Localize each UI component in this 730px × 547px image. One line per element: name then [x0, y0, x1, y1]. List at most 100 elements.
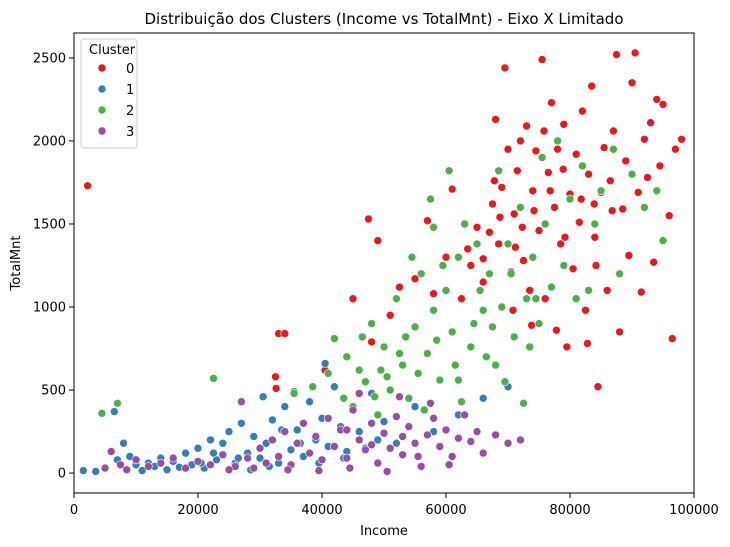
data-point-cluster-3: [454, 433, 463, 443]
data-point-cluster-3: [429, 413, 438, 423]
legend-marker-cluster-2: [97, 105, 107, 115]
data-point-cluster-2: [450, 360, 460, 370]
data-point-cluster-3: [116, 460, 125, 470]
data-point-cluster-2: [361, 377, 370, 387]
data-point-cluster-0: [271, 384, 281, 393]
data-point-cluster-1: [91, 467, 100, 476]
data-point-cluster-0: [560, 233, 570, 242]
legend-marker-cluster-1: [97, 84, 107, 94]
data-point-cluster-3: [398, 432, 407, 441]
data-point-cluster-3: [503, 438, 513, 448]
data-point-cluster-0: [522, 121, 531, 131]
data-point-cluster-1: [193, 443, 203, 453]
data-point-cluster-0: [612, 50, 621, 59]
data-point-cluster-2: [438, 261, 448, 270]
data-point-cluster-2: [503, 239, 513, 249]
data-point-cluster-1: [237, 418, 246, 428]
data-point-cluster-3: [435, 442, 445, 451]
data-point-cluster-3: [283, 465, 293, 475]
x-tick-label: 40000: [301, 503, 342, 518]
data-point-cluster-2: [516, 203, 525, 212]
x-tick-label: 60000: [425, 503, 466, 518]
data-point-cluster-3: [413, 452, 423, 461]
data-point-cluster-2: [392, 294, 401, 304]
y-tick-label: 500: [41, 384, 66, 399]
data-point-cluster-0: [658, 100, 668, 109]
y-tick-label: 2000: [33, 134, 66, 149]
data-point-cluster-1: [209, 448, 218, 458]
data-point-cluster-1: [292, 425, 302, 435]
data-point-cluster-2: [339, 393, 349, 403]
data-point-cluster-0: [630, 48, 640, 58]
data-point-cluster-3: [249, 463, 259, 473]
data-point-cluster-0: [271, 372, 280, 382]
data-point-cluster-3: [206, 460, 215, 470]
data-point-cluster-0: [528, 186, 538, 196]
data-point-cluster-2: [209, 374, 218, 383]
data-point-cluster-2: [289, 389, 299, 398]
data-point-cluster-3: [516, 435, 525, 445]
data-point-cluster-2: [97, 408, 107, 418]
data-point-cluster-1: [330, 382, 339, 392]
data-point-cluster-0: [517, 223, 527, 232]
data-point-cluster-3: [305, 448, 314, 458]
data-point-cluster-2: [494, 166, 504, 176]
data-point-cluster-2: [385, 385, 395, 395]
data-point-cluster-3: [447, 452, 457, 461]
data-point-cluster-0: [410, 274, 420, 284]
data-point-cluster-3: [261, 458, 271, 468]
data-point-cluster-0: [587, 81, 597, 91]
data-point-cluster-0: [447, 184, 457, 194]
y-tick-label: 2500: [33, 51, 66, 66]
data-point-cluster-0: [463, 244, 473, 254]
plot-frame: [73, 32, 695, 494]
data-point-cluster-2: [416, 269, 426, 279]
data-point-cluster-3: [441, 425, 451, 435]
data-point-cluster-3: [131, 455, 141, 465]
data-point-cluster-0: [429, 289, 438, 299]
data-point-cluster-1: [110, 407, 119, 416]
data-point-cluster-0: [649, 257, 659, 267]
data-point-cluster-2: [491, 360, 500, 370]
data-point-cluster-2: [525, 342, 535, 352]
data-point-cluster-3: [317, 455, 327, 465]
data-point-cluster-0: [509, 209, 519, 219]
data-point-cluster-1: [224, 427, 234, 436]
axis-ticks: 0 20000 40000 60000 80000 1000000500100015002…: [33, 51, 719, 518]
data-point-cluster-2: [528, 252, 538, 262]
data-point-cluster-3: [268, 435, 277, 445]
data-point-cluster-2: [354, 365, 364, 375]
data-point-cluster-2: [500, 377, 510, 387]
data-point-cluster-2: [584, 286, 593, 295]
data-point-cluster-2: [419, 405, 429, 415]
data-point-cluster-2: [113, 398, 122, 408]
data-point-cluster-0: [503, 144, 513, 154]
data-point-cluster-2: [367, 319, 376, 328]
data-point-cluster-0: [485, 228, 494, 237]
data-point-cluster-0: [640, 135, 649, 144]
data-point-cluster-0: [667, 334, 677, 343]
data-point-cluster-0: [490, 176, 499, 186]
data-point-cluster-3: [237, 397, 246, 407]
data-point-cluster-0: [488, 199, 497, 209]
data-point-cluster-2: [627, 169, 637, 179]
data-point-cluster-0: [590, 233, 600, 242]
data-point-cluster-1: [373, 435, 383, 445]
data-point-cluster-3: [426, 398, 435, 408]
data-point-cluster-2: [410, 322, 420, 332]
data-point-cluster-2: [413, 369, 423, 378]
data-point-cluster-0: [367, 337, 376, 347]
data-point-cluster-3: [392, 412, 401, 421]
data-point-cluster-0: [576, 194, 586, 204]
data-point-cluster-0: [373, 236, 383, 245]
data-point-cluster-3: [423, 430, 432, 440]
data-point-cluster-2: [472, 239, 482, 249]
data-point-cluster-1: [305, 397, 314, 407]
data-point-cluster-2: [429, 305, 438, 315]
data-point-cluster-2: [342, 352, 352, 362]
legend-label-cluster-3: 3: [126, 125, 134, 140]
y-tick-label: 1500: [33, 217, 66, 232]
data-point-cluster-3: [156, 458, 166, 468]
data-point-cluster-0: [525, 286, 535, 295]
